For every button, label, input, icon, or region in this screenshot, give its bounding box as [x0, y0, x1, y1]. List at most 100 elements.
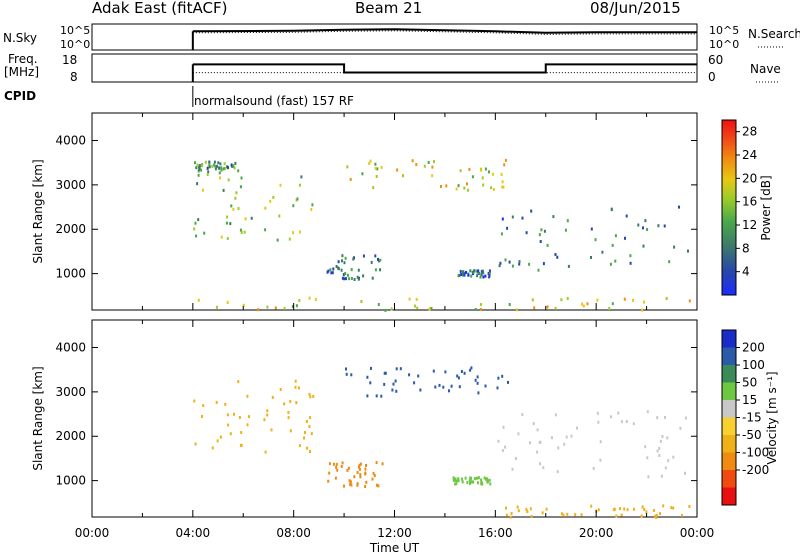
velocity-cbar-segment	[722, 365, 736, 383]
noise-series-0	[192, 28, 697, 34]
data-cell	[364, 472, 367, 476]
data-cell	[597, 508, 600, 512]
data-cell	[369, 159, 372, 163]
data-cell	[632, 298, 634, 302]
data-cell	[432, 369, 435, 373]
data-cell	[528, 262, 531, 266]
data-cell	[562, 513, 565, 517]
data-cell	[611, 302, 614, 306]
data-cell	[266, 413, 269, 417]
data-cell	[673, 245, 676, 249]
data-cell	[570, 434, 573, 438]
data-cell	[484, 384, 487, 388]
data-cell	[599, 458, 602, 462]
data-cell	[672, 455, 675, 459]
data-cell	[641, 505, 644, 509]
data-cell	[576, 426, 578, 430]
data-cell	[497, 376, 500, 380]
data-cell	[194, 221, 197, 225]
data-cell	[488, 275, 491, 279]
data-cell	[309, 450, 311, 453]
data-cell	[329, 268, 332, 272]
data-cell	[370, 366, 372, 370]
data-cell	[501, 449, 504, 453]
data-cell	[348, 277, 351, 281]
data-cell	[360, 300, 363, 303]
data-cell	[335, 465, 338, 469]
data-cell	[505, 513, 508, 517]
data-cell	[530, 209, 533, 213]
noise-series-1	[192, 30, 697, 35]
data-cell	[499, 261, 502, 265]
data-cell	[489, 482, 492, 486]
data-cell	[461, 480, 464, 484]
data-cell	[375, 461, 378, 465]
data-cell	[222, 167, 225, 171]
data-cell	[502, 185, 505, 189]
power-cbar-label: 28	[742, 125, 757, 139]
nave-tick-top: 60	[708, 53, 723, 67]
data-cell	[220, 166, 223, 170]
data-cell	[610, 208, 613, 212]
data-cell	[518, 262, 521, 266]
data-cell	[402, 174, 404, 178]
data-cell	[359, 475, 362, 479]
data-cell	[264, 450, 267, 454]
data-cell	[383, 382, 386, 386]
data-cell	[501, 217, 504, 221]
data-cell	[656, 416, 659, 420]
data-cell	[457, 376, 460, 380]
data-cell	[560, 298, 563, 302]
data-cell	[336, 468, 339, 472]
data-cell	[511, 264, 514, 268]
data-cell	[458, 273, 461, 277]
data-cell	[657, 224, 660, 228]
data-cell	[461, 270, 464, 274]
data-cell	[399, 367, 402, 371]
cpid-label: CPID	[4, 89, 37, 103]
data-cell	[620, 513, 623, 517]
velocity-ytick-label: 3000	[55, 385, 86, 399]
data-cell	[508, 303, 511, 306]
data-cell	[417, 374, 420, 378]
data-cell	[349, 480, 352, 484]
data-cell	[521, 216, 524, 220]
data-cell	[476, 381, 479, 385]
data-cell	[654, 514, 657, 518]
data-cell	[461, 477, 463, 481]
data-cell	[381, 462, 384, 466]
data-cell	[620, 420, 623, 424]
data-cell	[196, 163, 199, 167]
data-cell	[477, 481, 479, 485]
data-cell	[455, 187, 458, 191]
data-cell	[224, 167, 227, 171]
data-cell	[536, 428, 539, 432]
data-cell	[345, 367, 347, 371]
data-cell	[216, 439, 219, 443]
data-cell	[440, 185, 442, 188]
data-cell	[311, 203, 314, 207]
data-cell	[632, 422, 635, 426]
data-cell	[504, 445, 507, 449]
data-cell	[269, 199, 272, 203]
data-cell	[666, 436, 669, 440]
data-cell	[556, 255, 559, 259]
velocity-cbar-segment	[722, 382, 736, 400]
data-cell	[305, 420, 308, 423]
data-cell	[423, 164, 426, 168]
data-cell	[460, 273, 463, 276]
data-cell	[347, 466, 350, 470]
data-cell	[469, 481, 471, 485]
data-cell	[529, 507, 532, 511]
data-cell	[298, 183, 301, 187]
data-cell	[240, 176, 243, 180]
data-cell	[428, 307, 431, 311]
data-cell	[343, 484, 345, 488]
data-cell	[234, 196, 237, 200]
xlabel: Time UT	[369, 541, 420, 554]
data-cell	[476, 375, 479, 379]
data-cell	[379, 268, 382, 272]
data-cell	[208, 160, 211, 164]
data-cell	[652, 509, 655, 512]
data-cell	[274, 306, 277, 310]
